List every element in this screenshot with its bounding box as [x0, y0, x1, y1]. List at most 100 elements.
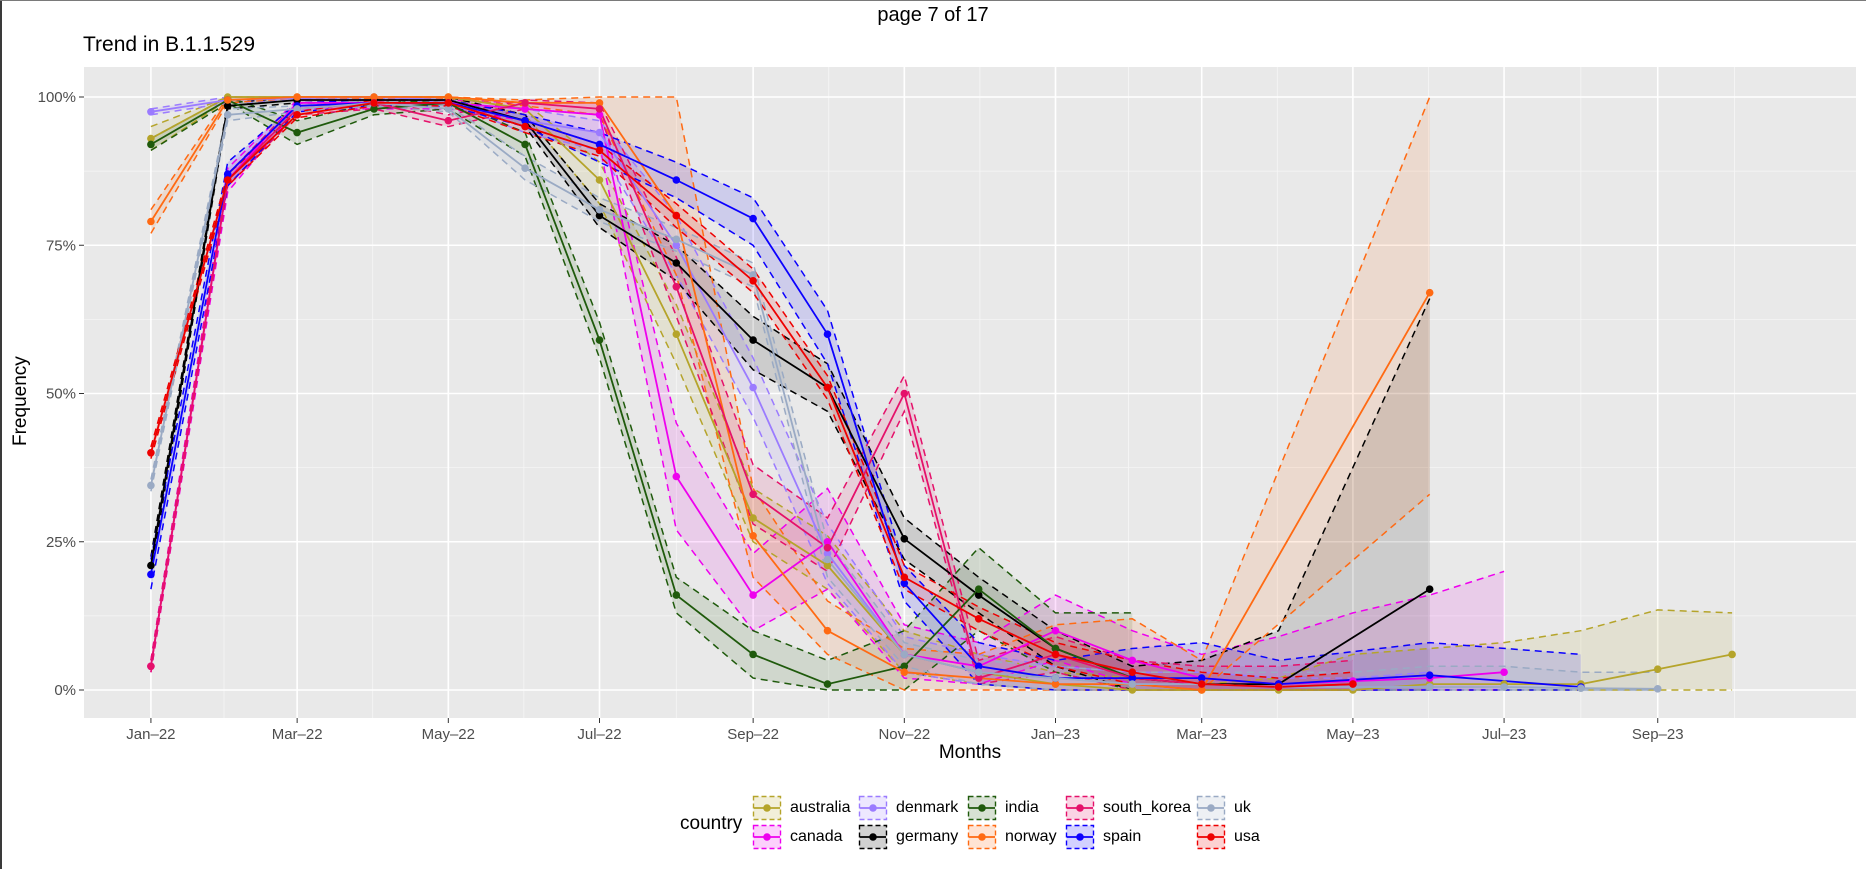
point-south_korea	[672, 283, 681, 291]
point-canada	[1500, 668, 1508, 676]
x-axis: Jan–22 Mar–22 May–22 Jul–22 Sep–22 Nov–22 Jan–…	[126, 718, 1684, 743]
point-norway	[147, 217, 155, 226]
plot-panel	[84, 67, 1856, 718]
window-top-edge	[0, 0, 1866, 1]
point-denmark	[823, 549, 832, 558]
point-usa	[1349, 680, 1357, 688]
page-indicator: page 7 of 17	[877, 4, 989, 26]
point-germany	[223, 102, 232, 110]
point-uk	[444, 105, 453, 113]
point-uk	[1500, 683, 1508, 691]
point-norway	[595, 99, 604, 107]
legend-item-denmark: denmark	[858, 795, 958, 821]
legend-key-uk	[1196, 795, 1226, 821]
point-canada	[1128, 656, 1137, 665]
point-south_korea	[147, 662, 155, 671]
point-uk	[1577, 684, 1585, 692]
point-usa	[521, 122, 529, 131]
window-left-edge	[0, 0, 2, 869]
point-uk	[749, 271, 757, 279]
legend-key-canada	[752, 824, 782, 850]
legend-key-point	[978, 833, 986, 841]
point-norway	[1197, 686, 1206, 694]
point-uk	[1653, 685, 1662, 693]
y-tick-label: 0%	[54, 682, 76, 699]
point-south_korea	[974, 674, 983, 682]
legend-label-uk: uk	[1234, 799, 1251, 816]
band-germany	[150, 97, 1430, 690]
legend-key-point	[869, 804, 877, 812]
point-norway	[444, 93, 453, 101]
x-tick-label: Jan–23	[1031, 726, 1080, 743]
point-india	[595, 336, 604, 344]
band-india	[150, 97, 1133, 690]
point-germany	[595, 211, 604, 220]
point-canada	[672, 472, 681, 481]
band-norway	[150, 97, 1430, 690]
legend-item-norway: norway	[967, 824, 1057, 850]
point-south_korea	[749, 490, 757, 499]
point-uk	[595, 205, 604, 214]
legend-key-denmark	[858, 795, 888, 821]
line-norway	[150, 96, 1431, 691]
point-india	[672, 591, 681, 599]
point-uk	[974, 668, 983, 676]
x-tick-label: Sep–23	[1632, 726, 1684, 743]
legend-key-point	[1207, 833, 1215, 841]
point-usa	[749, 277, 757, 285]
y-tick-label: 50%	[46, 386, 76, 403]
point-usa	[595, 146, 604, 155]
point-germany	[147, 561, 155, 570]
legend-label-usa: usa	[1234, 828, 1260, 845]
point-india	[293, 128, 301, 137]
legend-key-australia	[752, 795, 782, 821]
legend-key-point	[763, 833, 771, 841]
legend-key-point	[1076, 833, 1084, 841]
point-india	[749, 650, 757, 659]
legend-item-australia: australia	[752, 795, 850, 821]
series-points	[147, 93, 1736, 694]
point-uk	[147, 481, 155, 490]
point-spain	[1197, 674, 1206, 682]
y-tick-label: 25%	[46, 534, 76, 551]
upper-bound-south_korea	[150, 99, 1353, 668]
point-spain	[974, 662, 983, 671]
point-germany	[974, 591, 983, 599]
point-usa	[444, 99, 453, 107]
point-australia	[147, 134, 155, 143]
x-tick-label: Mar–22	[272, 726, 323, 743]
y-tick-label: 75%	[46, 237, 76, 254]
point-uk	[823, 555, 832, 564]
point-australia	[1728, 650, 1736, 659]
point-uk	[672, 235, 681, 244]
upper-bound-usa	[150, 99, 1353, 679]
point-south_korea	[823, 543, 832, 552]
point-spain	[521, 116, 529, 125]
point-canada	[595, 111, 604, 119]
point-usa	[147, 449, 155, 457]
legend-key-spain	[1065, 824, 1095, 850]
point-uk	[293, 105, 301, 113]
point-usa	[1274, 683, 1283, 691]
x-tick-label: Jan–22	[126, 726, 175, 743]
point-germany	[900, 535, 909, 543]
point-spain	[823, 330, 832, 339]
point-australia	[1653, 665, 1662, 673]
point-india	[370, 105, 378, 113]
grid-minor	[84, 67, 1856, 718]
point-australia	[672, 330, 681, 339]
point-canada	[823, 538, 832, 546]
point-canada	[521, 105, 529, 113]
x-tick-label: Sep–22	[727, 726, 779, 743]
legend-key-point	[763, 804, 771, 812]
point-canada	[749, 591, 757, 599]
lower-bound-spain	[150, 105, 1581, 691]
x-tick-label: Nov–22	[878, 726, 930, 743]
point-india	[900, 662, 909, 671]
x-tick-label: May–23	[1326, 726, 1379, 743]
legend-label-germany: germany	[896, 828, 959, 845]
legend-item-usa: usa	[1196, 824, 1260, 850]
legend-label-australia: australia	[790, 799, 851, 816]
legend-label-south_korea: south_korea	[1103, 799, 1192, 816]
